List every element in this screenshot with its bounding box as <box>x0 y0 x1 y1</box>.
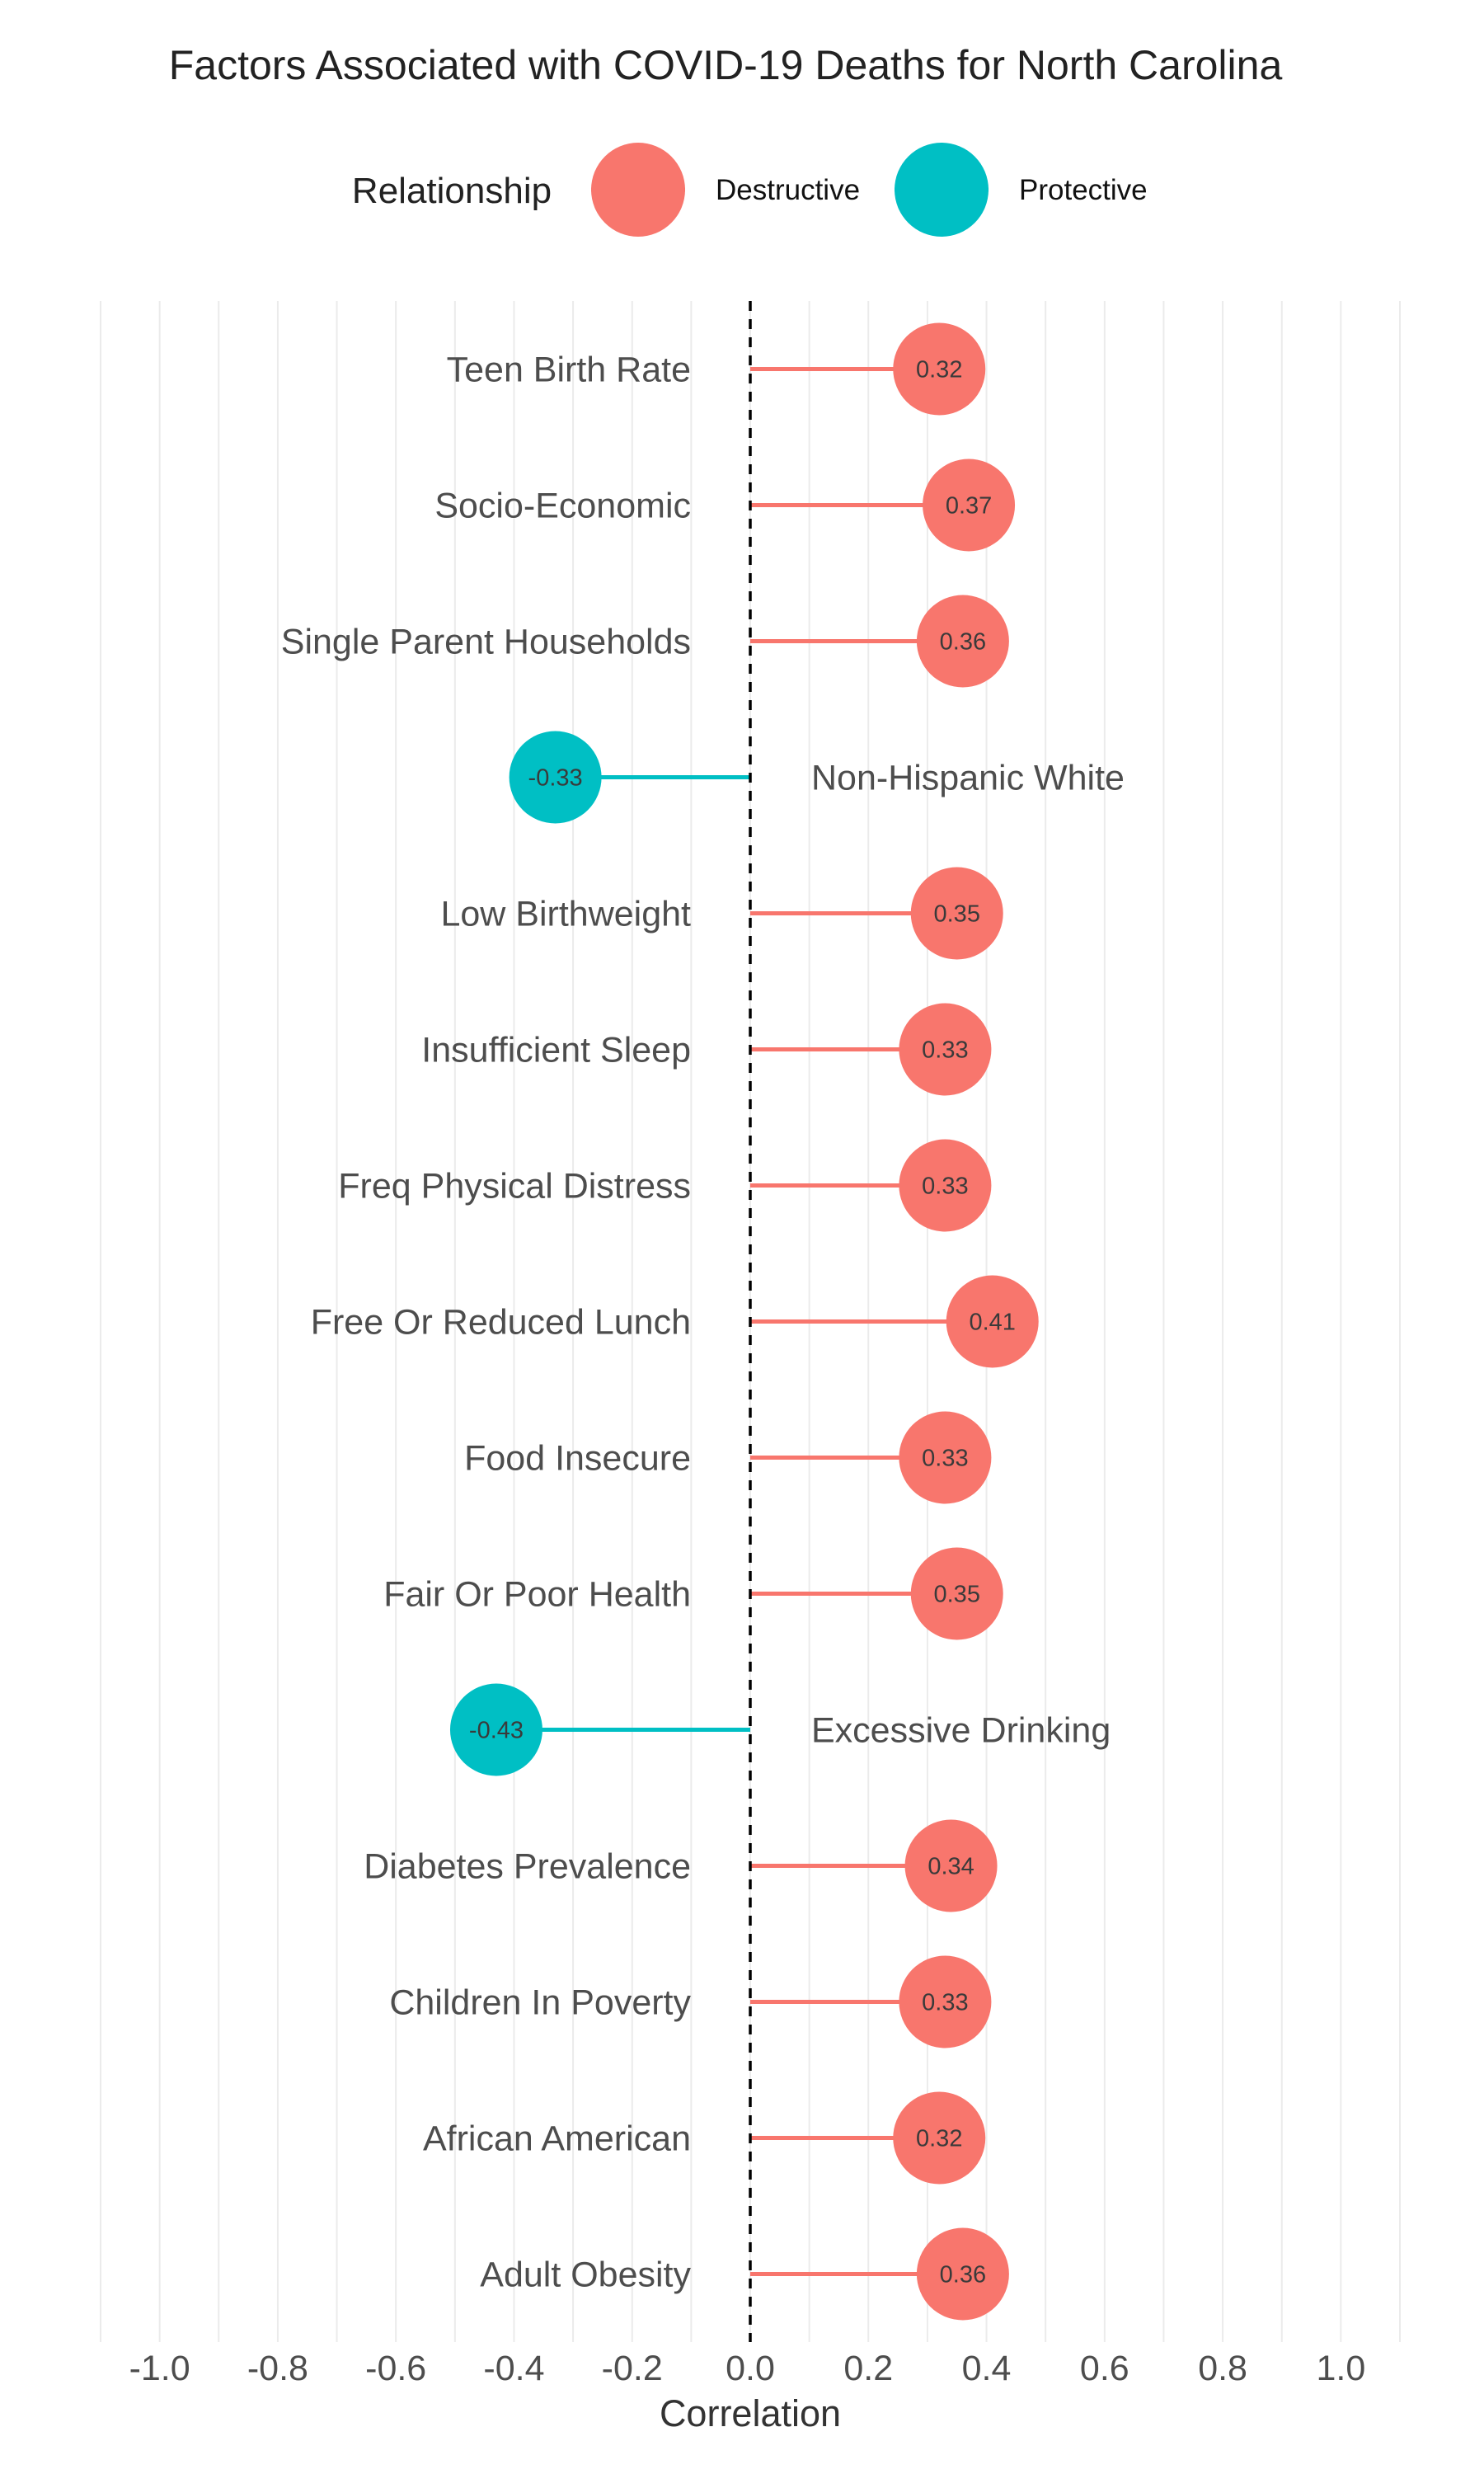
point-value-label: 0.34 <box>928 1854 974 1880</box>
chart-title: Factors Associated with COVID-19 Deaths … <box>169 42 1283 88</box>
lollipop-point <box>899 1003 992 1096</box>
legend-label-protective: Protective <box>1019 174 1148 206</box>
point-value-label: 0.37 <box>946 493 992 520</box>
category-label: Non-Hispanic White <box>811 759 1125 798</box>
category-label: African American <box>423 2119 691 2159</box>
point-value-label: 0.33 <box>922 1990 968 2016</box>
point-value-label: 0.36 <box>940 629 986 656</box>
points: 0.32 0.37 0.36 -0.33 0.35 0.33 0.33 0.41 0.33 0.3… <box>449 322 1039 2321</box>
category-label: Single Parent Households <box>281 623 691 662</box>
x-tick-label: 1.0 <box>1316 2349 1365 2388</box>
category-label: Free Or Reduced Lunch <box>311 1303 691 1343</box>
lollipop-point <box>916 595 1009 688</box>
legend-label-destructive: Destructive <box>716 174 860 206</box>
category-label: Freq Physical Distress <box>338 1167 691 1206</box>
category-label: Diabetes Prevalence <box>364 1847 691 1887</box>
lollipop-point <box>916 2227 1009 2321</box>
category-label: Socio-Economic <box>434 487 691 526</box>
category-label: Teen Birth Rate <box>447 350 691 390</box>
x-axis-tick-labels: -1.0 -0.8 -0.6 -0.4 -0.2 0.0 0.2 0.4 0.6 0.8 1.0 <box>129 2349 1366 2388</box>
legend-title: Relationship <box>352 171 552 211</box>
category-label: Food Insecure <box>464 1439 691 1479</box>
x-tick-label: 0.8 <box>1198 2349 1247 2388</box>
point-value-label: -0.43 <box>469 1718 524 1744</box>
category-label: Excessive Drinking <box>811 1711 1111 1751</box>
lollipop-point <box>899 1139 992 1232</box>
x-tick-label: 0.4 <box>962 2349 1012 2388</box>
point-value-label: 0.33 <box>922 1174 968 1200</box>
point-value-label: 0.32 <box>916 357 962 383</box>
lollipop-point <box>899 1411 992 1504</box>
point-value-label: 0.32 <box>916 2126 962 2152</box>
lollipop-point <box>893 322 986 416</box>
point-value-label: 0.33 <box>922 1037 968 1064</box>
lollipop-point <box>946 1275 1039 1368</box>
category-labels: Teen Birth Rate Socio-Economic Single Pare… <box>281 350 1125 2295</box>
x-tick-label: -0.4 <box>483 2349 544 2388</box>
lollipop-point <box>904 1819 998 1912</box>
category-label: Low Birthweight <box>440 895 691 934</box>
point-value-label: 0.33 <box>922 1446 968 1472</box>
legend: Relationship Destructive Protective <box>352 143 1148 237</box>
point-value-label: 0.41 <box>969 1310 1015 1336</box>
lollipop-point <box>893 2091 986 2185</box>
lollipop-point <box>449 1683 542 1776</box>
lollipop-point <box>899 1955 992 2048</box>
x-tick-label: -0.6 <box>365 2349 426 2388</box>
x-tick-label: -1.0 <box>129 2349 190 2388</box>
category-label: Fair Or Poor Health <box>383 1575 691 1615</box>
x-axis-title: Correlation <box>660 2392 841 2434</box>
lollipop-point <box>509 731 602 824</box>
lollipop-point <box>923 459 1016 552</box>
category-label: Adult Obesity <box>480 2255 691 2295</box>
lollipop-point <box>910 867 1003 960</box>
category-label: Children In Poverty <box>389 1983 691 2023</box>
point-value-label: 0.35 <box>934 901 980 928</box>
x-tick-label: -0.8 <box>247 2349 308 2388</box>
x-tick-label: 0.0 <box>726 2349 775 2388</box>
point-value-label: 0.36 <box>940 2262 986 2288</box>
x-tick-label: 0.6 <box>1080 2349 1129 2388</box>
lollipop-point <box>910 1547 1003 1640</box>
point-value-label: -0.33 <box>528 765 583 792</box>
x-tick-label: -0.2 <box>602 2349 663 2388</box>
x-tick-label: 0.2 <box>843 2349 893 2388</box>
point-value-label: 0.35 <box>934 1582 980 1608</box>
category-label: Insufficient Sleep <box>421 1031 691 1070</box>
